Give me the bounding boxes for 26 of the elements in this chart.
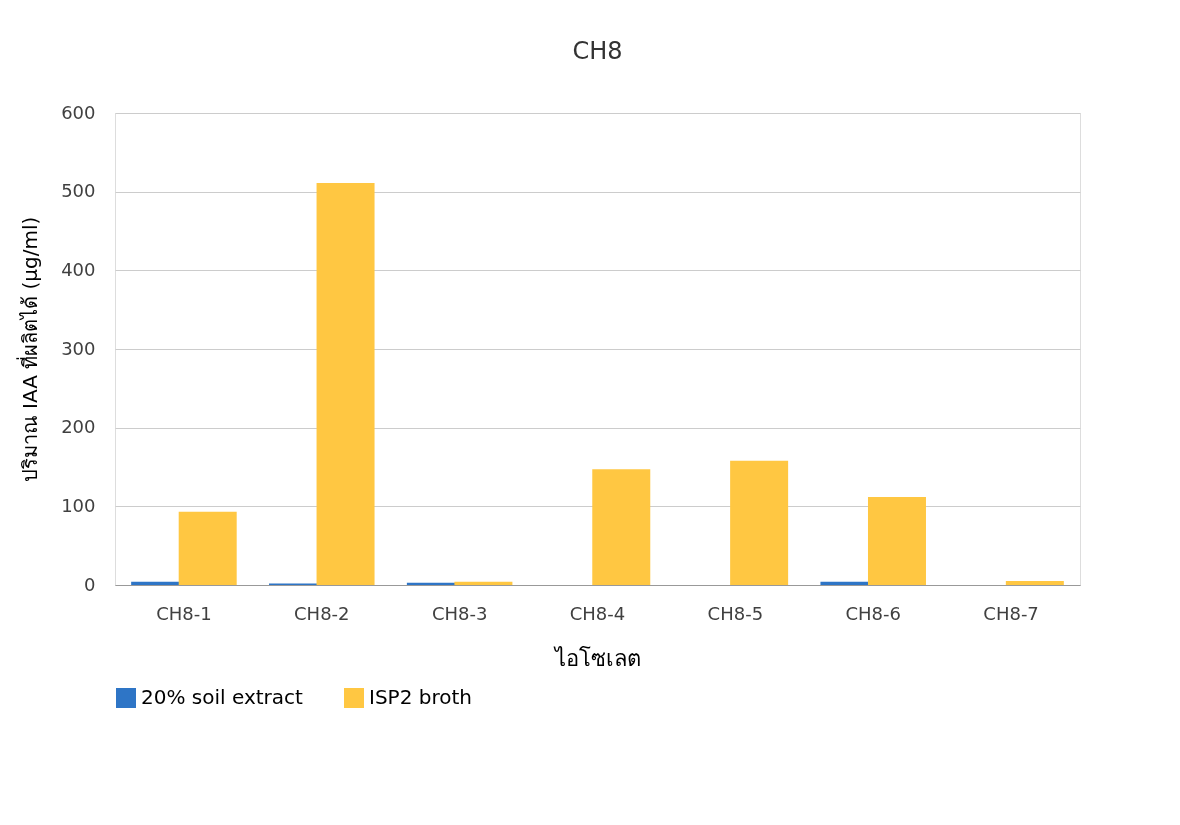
x-tick-label: CH8-3 [431, 602, 488, 624]
bar [867, 496, 926, 585]
x-tick-label: CH8-7 [983, 602, 1039, 624]
y-tick-label: 500 [61, 180, 96, 202]
legend-label: 20% soil extract [141, 685, 304, 709]
bar [1005, 581, 1064, 585]
y-axis-title: ปริมาณ IAA ที่ผลิตได้ (µg/ml) [16, 216, 43, 483]
bar [730, 460, 789, 585]
chart-title: CH8 [572, 37, 623, 65]
bar [592, 469, 651, 585]
y-tick-label: 300 [61, 337, 96, 359]
bar [316, 183, 375, 585]
bar [178, 511, 237, 585]
y-tick-label: 200 [61, 416, 96, 438]
x-tick-label: CH8-2 [294, 602, 350, 624]
x-tick-label: CH8-4 [569, 602, 626, 624]
y-tick-label: 600 [61, 101, 96, 123]
x-tick-label: CH8-1 [156, 602, 212, 624]
x-axis-title: ไอโซเลต [553, 645, 641, 671]
bar [454, 581, 513, 585]
x-tick-label: CH8-5 [707, 602, 764, 624]
x-tick-label: CH8-6 [845, 602, 901, 624]
y-tick-label: 100 [61, 494, 96, 516]
y-tick-label: 400 [61, 258, 96, 280]
legend-label: ISP2 broth [369, 685, 472, 709]
y-tick-label: 0 [84, 573, 96, 595]
